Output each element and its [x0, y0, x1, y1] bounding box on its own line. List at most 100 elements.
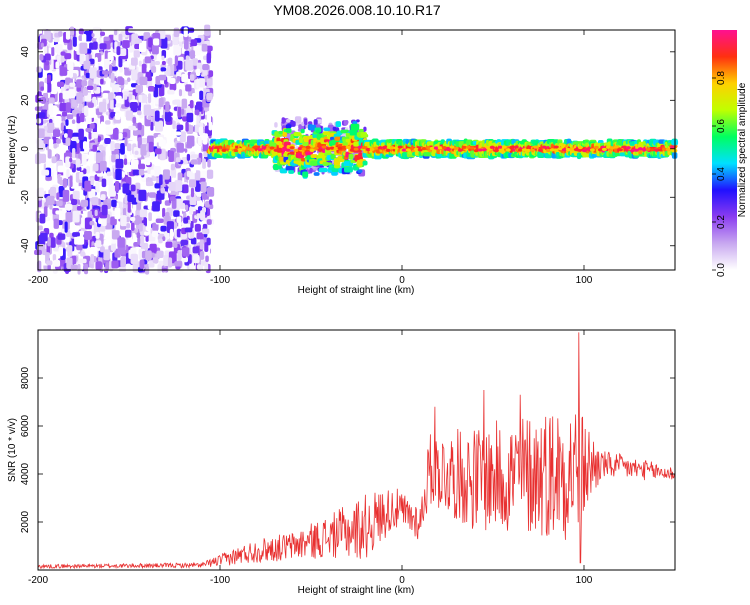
spectrogram-cell	[110, 98, 114, 110]
spectrogram-cell	[56, 138, 61, 144]
spectrogram-peak-cell	[521, 148, 527, 152]
spectrogram-cell	[196, 264, 203, 270]
spectrogram-cell	[137, 122, 142, 131]
spectrogram-peak-cell	[533, 145, 539, 149]
spectrogram-cell	[160, 225, 167, 232]
spectrogram-cell	[178, 33, 184, 39]
spectrogram-cell	[55, 44, 63, 53]
spectrogram-cell	[200, 181, 207, 193]
spectrogram-cell	[174, 55, 178, 67]
spectrogram-cell	[174, 261, 183, 267]
spectrogram-cell	[76, 92, 83, 104]
spectrogram-cell	[86, 49, 92, 54]
spectrogram-cell	[124, 79, 129, 85]
spectrogram-cell	[123, 61, 131, 68]
y-tick-label: 6000	[20, 414, 31, 437]
spectrogram-cell	[113, 128, 119, 140]
spectrogram-cell	[69, 157, 73, 163]
spectrogram-cell	[47, 237, 51, 247]
spectrogram-cell	[202, 158, 206, 169]
spectrogram-cell	[318, 167, 328, 173]
spectrogram-cell	[50, 237, 56, 248]
spectrogram-peak-cell	[329, 146, 335, 150]
spectrogram-cell	[136, 201, 142, 213]
spectrogram-cell	[130, 184, 136, 192]
spectrogram-peak-cell	[405, 148, 411, 152]
spectrogram-peak-cell	[465, 145, 471, 149]
spectrogram-cell	[80, 252, 86, 257]
spectrogram-peak-cell	[565, 147, 571, 152]
spectrogram-cell	[132, 116, 137, 124]
spectrogram-peak-cell	[581, 149, 587, 153]
spectrogram-cell	[199, 250, 205, 260]
colorbar-ticks: 0.0 0.2 0.4 0.6 0.8	[712, 71, 727, 277]
spectrogram-cell	[92, 235, 97, 244]
spectrogram-cell	[93, 83, 97, 91]
spectrogram-cell	[357, 169, 363, 173]
spectrogram-cell	[116, 46, 121, 56]
spectrogram-cell	[89, 220, 95, 226]
spectrogram-cell	[92, 41, 98, 50]
spectrogram-peak-cell	[453, 146, 459, 150]
spectrogram-cell	[162, 236, 166, 242]
spectrogram-cell	[181, 73, 189, 83]
spectrogram-cell	[201, 228, 210, 235]
colorbar-tick-label: 0.2	[716, 215, 727, 229]
spectrogram-peak-cell	[285, 148, 291, 152]
spectrogram-cell	[103, 239, 112, 246]
spectrogram-peak-cell	[641, 148, 647, 152]
spectrogram-peak-cell	[249, 148, 255, 152]
spectrogram-cell	[46, 82, 52, 93]
spectrogram-cell	[62, 189, 70, 202]
spectrogram-cell	[127, 201, 131, 213]
spectrogram-cell	[58, 31, 63, 37]
spectrogram-cell	[305, 151, 313, 156]
x-tick-label: 0	[399, 575, 405, 586]
spectrogram-peak-cell	[433, 146, 439, 150]
spectrogram-cell	[161, 267, 168, 272]
spectrogram-cell	[161, 60, 166, 66]
spectrogram-cell	[76, 166, 82, 171]
spectrogram-cell	[153, 165, 161, 177]
snr-y-label: SNR (10 * v/v)	[7, 418, 18, 482]
spectrogram-cell	[107, 51, 113, 60]
spectrogram-cell	[88, 106, 95, 118]
spectrogram-cell	[76, 79, 83, 88]
x-tick-label: 100	[576, 575, 593, 586]
x-tick-label: 100	[576, 275, 593, 286]
spectrogram-peak-cell	[229, 146, 235, 150]
spectrogram-cell	[105, 111, 110, 116]
spectrogram-cell	[202, 223, 208, 230]
spectrogram-cell	[58, 246, 64, 257]
spectrogram-cell	[95, 181, 100, 193]
spectrogram-peak-cell	[333, 146, 339, 151]
spectrogram-cell	[55, 61, 60, 69]
spectrogram-cell	[95, 240, 102, 248]
spectrogram-cell	[196, 232, 204, 240]
spectrogram-cell	[198, 126, 204, 136]
spectrogram-cell	[47, 74, 52, 85]
spectrogram-cell	[136, 232, 141, 239]
spectrogram-cell	[102, 70, 109, 75]
spectrogram-cell	[65, 119, 69, 126]
x-tick-label: -200	[28, 275, 48, 286]
snr-x-ticks: -200 -100 0 100	[28, 330, 593, 586]
spectrogram-cell	[185, 121, 189, 132]
spectrogram-cell	[72, 190, 80, 200]
spectrogram-cell	[70, 224, 76, 232]
spectrogram-cell	[179, 131, 186, 143]
spectrogram-peak-cell	[221, 148, 227, 152]
spectrogram-cell	[129, 46, 134, 53]
spectrogram-cell	[149, 243, 157, 253]
spectrogram-cell	[158, 97, 164, 108]
spectrogram-cell	[81, 80, 88, 87]
spectrogram-cell	[196, 78, 200, 90]
spectrogram-cell	[120, 215, 127, 227]
spectrogram-cell	[104, 58, 110, 69]
spectrogram-cell	[109, 64, 113, 76]
spectrogram-cell	[78, 104, 83, 112]
spectrogram-peak-cell	[409, 146, 415, 151]
spectrogram-cell	[65, 29, 71, 40]
spectrogram-peak-cell	[225, 145, 231, 149]
spectrogram-cell	[145, 157, 151, 166]
